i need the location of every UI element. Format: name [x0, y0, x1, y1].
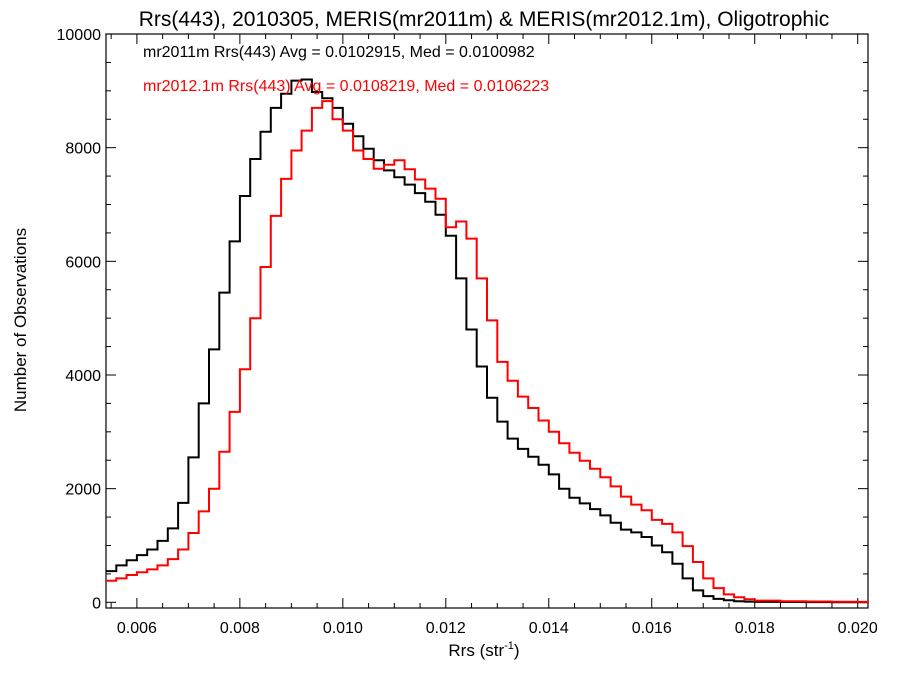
x-tick-label: 0.006: [117, 620, 157, 637]
series-lines: [106, 78, 869, 604]
x-tick-label: 0.012: [426, 620, 466, 637]
legend-entry-mr2012-1m: mr2012.1m Rrs(443) Avg = 0.0108219, Med …: [143, 78, 549, 95]
y-tick-label: 6000: [65, 254, 101, 271]
y-tick-label: 8000: [65, 141, 101, 158]
x-tick-label: 0.020: [838, 620, 878, 637]
axes: 0.006 0.008 0.010 0.012 0.014 0.016 0.018 0.020…: [57, 27, 878, 637]
x-tick-label: 0.010: [323, 620, 363, 637]
legend-entry-mr2011m: mr2011m Rrs(443) Avg = 0.0102915, Med = …: [143, 44, 535, 61]
y-tick-label: 4000: [65, 368, 101, 385]
legend: mr2011m Rrs(443) Avg = 0.0102915, Med = …: [143, 44, 549, 95]
x-tick-label: 0.018: [735, 620, 775, 637]
chart-title: Rrs(443), 2010305, MERIS(mr2011m) & MERI…: [139, 8, 830, 31]
y-tick-label: 10000: [57, 27, 102, 44]
x-tick-label: 0.008: [220, 620, 260, 637]
plot-frame: [105, 33, 869, 609]
y-tick-label: 0: [92, 595, 101, 612]
x-axis-label-main: Rrs (str: [448, 641, 504, 660]
x-axis-label-superscript: -1: [504, 640, 514, 652]
series-line-1: [106, 100, 869, 603]
x-axis-label-tail: ): [514, 641, 520, 660]
y-tick-label: 2000: [65, 482, 101, 499]
x-tick-label: 0.016: [632, 620, 672, 637]
x-axis-label: Rrs (str-1): [448, 640, 519, 660]
series-line-0: [106, 78, 868, 604]
y-axis-label: Number of Observations: [11, 228, 30, 412]
x-tick-label: 0.014: [529, 620, 569, 637]
